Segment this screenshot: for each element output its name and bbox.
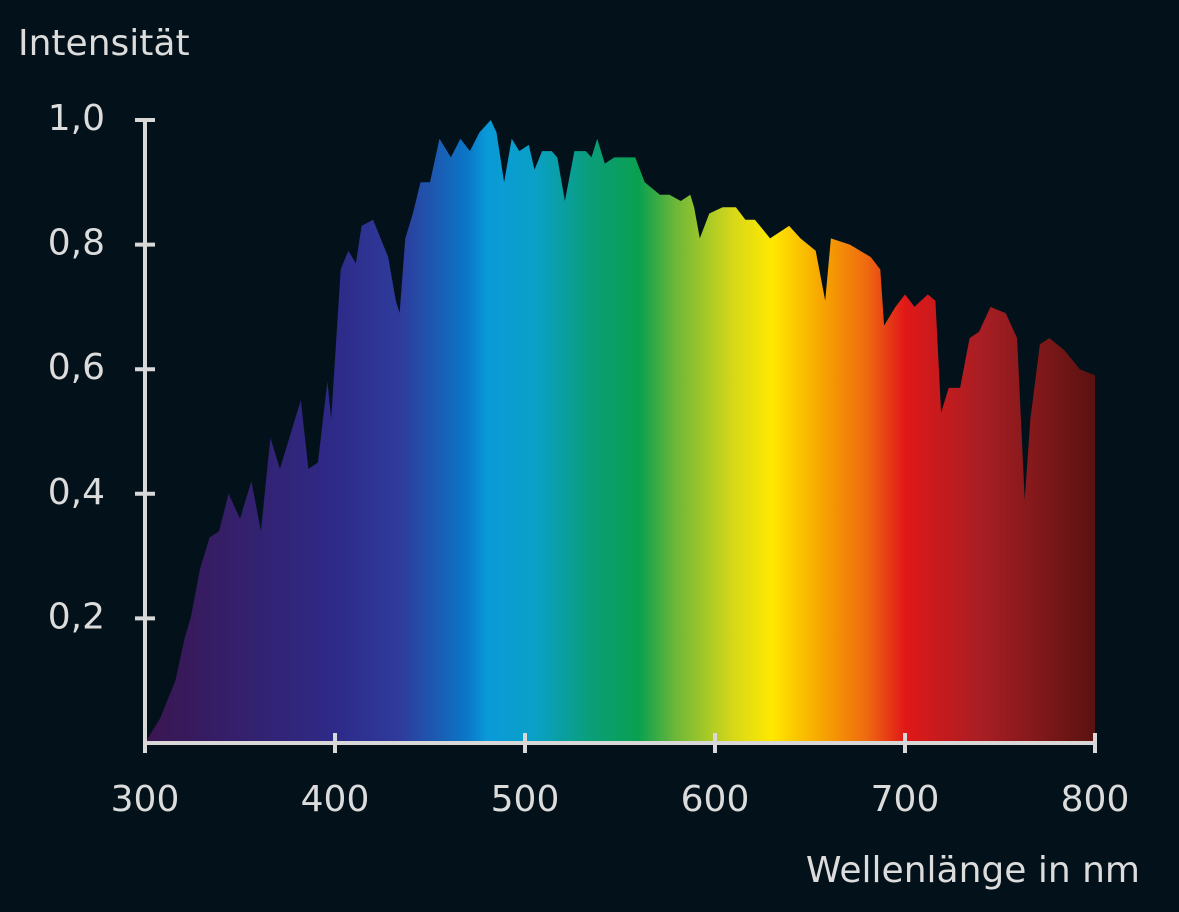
spectrum-area [145, 120, 1095, 743]
y-tick-label: 0,8 [48, 223, 105, 264]
x-tick-label: 300 [111, 779, 180, 820]
x-tick-label: 700 [871, 779, 940, 820]
y-tick-label: 0,4 [48, 472, 105, 513]
x-axis-title: Wellenlänge in nm [806, 850, 1140, 891]
y-tick-label: 1,0 [48, 98, 105, 139]
y-tick-label: 0,6 [48, 347, 105, 388]
y-tick-label: 0,2 [48, 596, 105, 637]
x-tick-label: 400 [301, 779, 370, 820]
x-tick-label: 500 [491, 779, 560, 820]
x-tick-label: 800 [1061, 779, 1130, 820]
y-axis-title: Intensität [18, 23, 190, 64]
x-tick-label: 600 [681, 779, 750, 820]
